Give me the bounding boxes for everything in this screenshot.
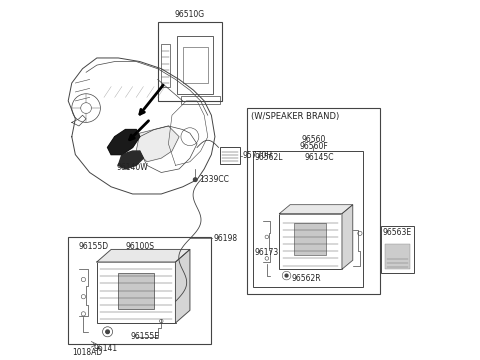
Bar	[68, 237, 211, 344]
Circle shape	[285, 274, 288, 277]
Bar	[161, 44, 170, 87]
Polygon shape	[279, 205, 353, 214]
Text: 96155D: 96155D	[79, 242, 109, 251]
Text: 1018AD: 1018AD	[72, 348, 102, 357]
Bar	[294, 222, 326, 255]
Text: 96145C: 96145C	[304, 153, 334, 162]
Bar	[252, 151, 363, 287]
Bar	[97, 262, 176, 323]
Polygon shape	[176, 249, 190, 323]
Polygon shape	[136, 126, 179, 162]
Text: 96562R: 96562R	[292, 274, 322, 283]
Text: 96173: 96173	[254, 248, 278, 257]
Bar	[247, 108, 380, 294]
Bar	[279, 214, 342, 269]
Polygon shape	[118, 151, 144, 169]
Bar	[118, 273, 154, 309]
Text: (W/SPEAKER BRAND): (W/SPEAKER BRAND)	[251, 112, 339, 121]
Text: 96198: 96198	[214, 234, 238, 243]
Text: 96510G: 96510G	[175, 10, 205, 19]
Text: 95770H: 95770H	[242, 151, 273, 160]
Bar	[157, 22, 222, 101]
Polygon shape	[108, 130, 140, 154]
Bar	[385, 244, 410, 269]
Text: 1339CC: 1339CC	[199, 175, 228, 184]
Text: 96100S: 96100S	[125, 242, 155, 251]
Polygon shape	[342, 205, 353, 269]
Bar	[382, 226, 414, 273]
Text: 96563E: 96563E	[383, 228, 412, 237]
Polygon shape	[97, 249, 190, 262]
Circle shape	[106, 330, 109, 334]
Text: 96141: 96141	[94, 344, 118, 353]
Bar	[220, 148, 240, 163]
Text: 96140W: 96140W	[117, 163, 148, 172]
Bar	[181, 95, 220, 104]
Text: 96562L: 96562L	[254, 153, 283, 162]
Bar	[183, 47, 208, 83]
Text: 96560F: 96560F	[299, 142, 328, 151]
Circle shape	[193, 178, 197, 181]
Bar	[178, 36, 213, 94]
Text: 96560: 96560	[301, 135, 325, 144]
Text: 96155E: 96155E	[131, 332, 160, 341]
